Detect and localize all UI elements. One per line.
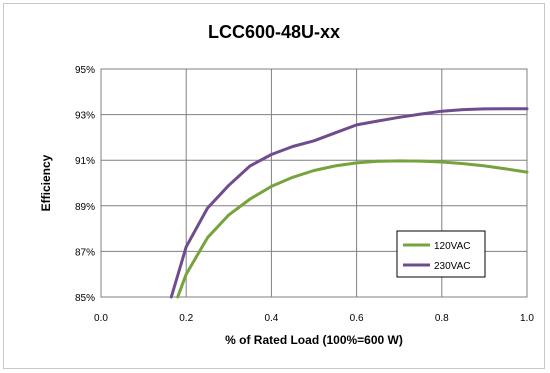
y-tick-label: 95%	[75, 65, 95, 76]
y-tick-label: 89%	[75, 202, 95, 213]
series-line-230vac	[169, 107, 529, 299]
x-axis-ticks: 0.0 0.2 0.4 0.6 0.8 1.0	[94, 313, 534, 324]
efficiency-chart: LCC600-48U-xx 85%87%89%91%93%95% 0.0 0.2 0…	[39, 22, 534, 347]
y-tick-label: 85%	[75, 293, 95, 304]
x-tick-label: 0.6	[350, 313, 364, 324]
legend: 120VAC 230VAC	[396, 230, 486, 278]
y-tick-label: 93%	[75, 111, 95, 122]
x-tick-label: 0.2	[179, 313, 193, 324]
series-line-120vac	[176, 159, 529, 299]
y-axis-ticks: 85% 87% 89% 91% 93% 95%	[75, 65, 95, 304]
chart-title: LCC600-48U-xx	[208, 22, 340, 42]
legend-box	[396, 230, 486, 278]
y-axis-label: Efficiency	[39, 154, 53, 211]
chart-frame: LCC600-48U-xx 85% 87% 89% 91% 93% 95% 0.0 0.2 0…	[3, 3, 545, 369]
legend-label-230vac: 230VAC	[434, 261, 471, 272]
y-tick-label: 91%	[75, 156, 95, 167]
y-tick-label: 87%	[75, 247, 95, 258]
x-tick-label: 0.8	[435, 313, 449, 324]
legend-label-120vac: 120VAC	[434, 241, 471, 252]
x-tick-label: 0.4	[264, 313, 278, 324]
x-axis-label: % of Rated Load (100%=600 W)	[225, 333, 403, 347]
series-lines	[169, 107, 529, 299]
x-tick-label: 1.0	[520, 313, 534, 324]
x-tick-label: 0.0	[94, 313, 108, 324]
